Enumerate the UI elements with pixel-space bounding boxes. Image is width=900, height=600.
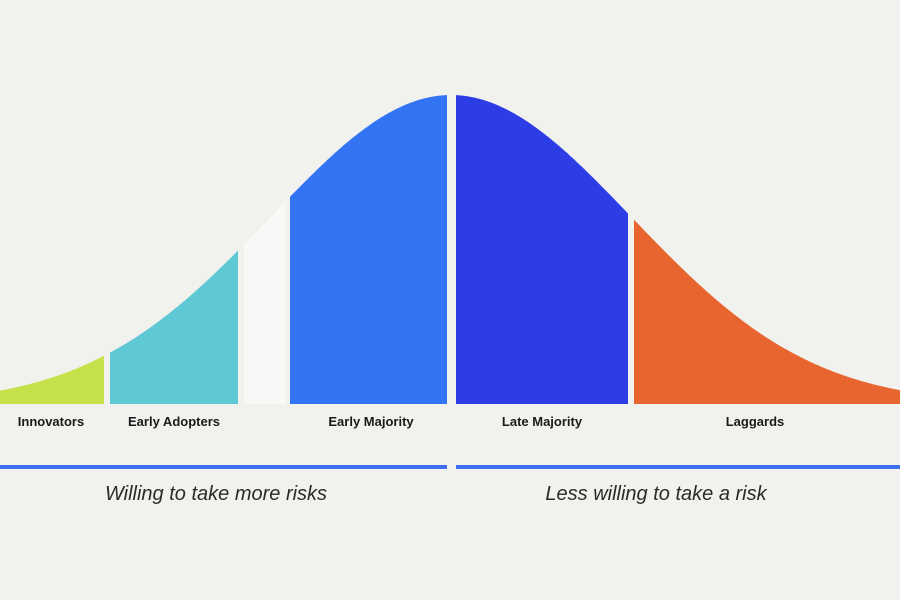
- label-early-adopters: Early Adopters: [128, 414, 220, 429]
- risk-bar-left: [0, 465, 447, 469]
- label-early-majority: Early Majority: [328, 414, 414, 429]
- risk-bar-right: [456, 465, 900, 469]
- segment-innovators: [0, 355, 104, 404]
- segment-late-majority: [456, 95, 628, 404]
- risk-caption-right: Less willing to take a risk: [545, 483, 767, 505]
- segment-early-majority: [290, 95, 447, 404]
- risk-caption-left: Willing to take more risks: [104, 483, 328, 505]
- label-laggards: Laggards: [725, 414, 785, 429]
- segment-laggards: [634, 219, 900, 404]
- label-innovators: Innovators: [17, 414, 85, 429]
- label-late-majority: Late Majority: [501, 414, 583, 429]
- segment-gap: [244, 201, 286, 404]
- segment-early-adopters: [110, 250, 238, 404]
